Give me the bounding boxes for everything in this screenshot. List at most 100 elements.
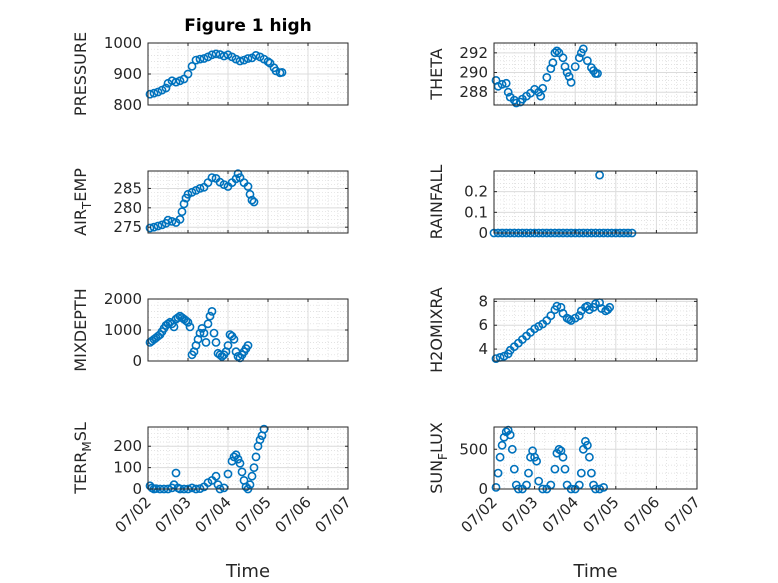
data-point: [552, 46, 562, 56]
data-point: [195, 183, 205, 193]
x-tick-label: 07/04: [192, 493, 235, 536]
x-tick-label: 07/02: [458, 493, 501, 536]
y-axis-label: TERRMSL: [71, 422, 94, 495]
data-point: [233, 351, 243, 361]
data-point: [554, 444, 564, 454]
data-point: [587, 468, 596, 478]
x-tick-label: 07/02: [112, 493, 155, 536]
data-point: [209, 328, 219, 338]
data-point: [245, 480, 255, 490]
axes-box: [493, 42, 698, 106]
data-point: [223, 341, 233, 350]
data-point: [497, 440, 507, 450]
panel-1: 800 900 1000 PRESSURE Figure 1 high: [71, 16, 349, 116]
y-tick-label: 1000: [104, 34, 142, 52]
y-axis-label: AIRTEMP: [71, 168, 94, 236]
data-point: [197, 323, 207, 333]
data-point: [277, 68, 287, 77]
y-tick-label: 200: [113, 437, 142, 455]
data-point: [542, 73, 552, 82]
x-tick-label: 07/05: [232, 493, 275, 536]
data-point: [171, 468, 181, 478]
data-point: [231, 450, 241, 460]
data-point: [536, 91, 546, 101]
data-point: [511, 98, 521, 108]
y-tick-label: 292: [459, 44, 488, 62]
y-axis-label: SUNFLUX: [427, 422, 450, 494]
data-point: [207, 173, 217, 182]
data-point: [239, 55, 249, 65]
data-point: [550, 464, 560, 474]
axes-box: [493, 426, 698, 490]
data-point: [243, 54, 253, 63]
data-point: [163, 215, 173, 225]
data-point: [167, 216, 177, 226]
y-tick-label: 285: [113, 179, 142, 197]
y-axis-label: THETA: [427, 48, 446, 100]
x-tick-label: 07/03: [498, 493, 541, 536]
data-point: [199, 328, 209, 338]
axes-box: [147, 426, 349, 490]
panel-5: 0 1000 2000 MIXDEPTH: [71, 288, 349, 372]
data-point: [183, 69, 193, 79]
data-point: [185, 322, 195, 332]
data-point: [195, 54, 205, 64]
y-tick-label: 900: [113, 65, 142, 83]
y-tick-label: 800: [113, 96, 142, 114]
data-point: [243, 341, 253, 350]
data-point: [187, 61, 197, 71]
y-tick-label: 1000: [104, 321, 142, 339]
data-point: [205, 311, 215, 321]
data-point: [491, 354, 501, 363]
axes-box: [147, 170, 349, 234]
data-point: [255, 435, 265, 445]
data-point: [251, 51, 261, 60]
axes-box: [493, 298, 698, 362]
data-point: [263, 57, 273, 66]
data-point: [167, 76, 177, 86]
data-point: [249, 463, 259, 472]
panel-6: 4 6 8 H2OMIXRA: [427, 287, 698, 373]
y-tick-label: 6: [478, 316, 488, 334]
data-point: [503, 87, 513, 97]
y-tick-label: 0: [478, 224, 488, 242]
y-axis-label: H2OMIXRA: [427, 287, 446, 373]
axes-box: [493, 170, 698, 234]
data-point: [566, 78, 576, 87]
y-tick-label: 0.2: [464, 183, 488, 201]
data-point: [145, 223, 155, 233]
data-point: [505, 430, 515, 440]
y-tick-label: 2000: [104, 290, 142, 308]
data-point: [231, 174, 241, 184]
data-point: [211, 471, 221, 481]
series-markers: [145, 169, 259, 233]
data-point: [157, 220, 167, 230]
data-point: [233, 454, 243, 464]
data-point: [177, 207, 187, 217]
y-tick-label: 0.1: [464, 203, 488, 221]
data-point: [229, 334, 239, 344]
data-point: [207, 50, 217, 60]
x-axis-label: Time: [225, 561, 270, 582]
data-point: [247, 471, 257, 481]
y-tick-label: 280: [113, 199, 142, 217]
data-point: [552, 301, 562, 311]
data-point: [599, 482, 608, 492]
data-point: [223, 469, 233, 479]
y-tick-label: 500: [459, 440, 488, 458]
data-point: [251, 452, 261, 462]
data-point: [550, 48, 560, 58]
y-tick-label: 275: [113, 218, 142, 236]
data-point: [585, 452, 594, 462]
y-axis-label: MIXDEPTH: [71, 288, 90, 371]
x-tick-label: 07/03: [152, 493, 195, 536]
x-tick-label: 07/07: [661, 493, 704, 536]
data-point: [207, 306, 217, 316]
grid: [147, 298, 349, 362]
y-tick-label: 8: [478, 292, 488, 310]
data-point: [203, 319, 213, 329]
data-point: [145, 89, 155, 99]
